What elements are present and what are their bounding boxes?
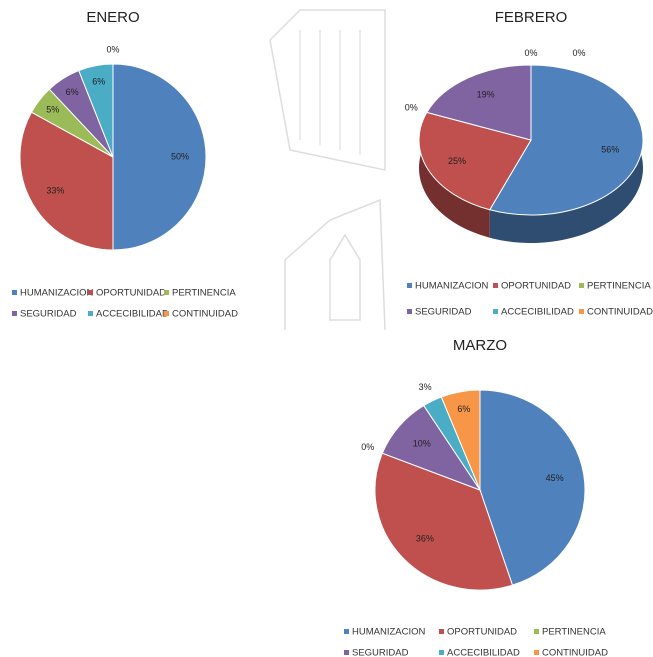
legend-label: SEGURIDAD (352, 648, 409, 657)
legend-swatch (344, 650, 349, 655)
legend-swatch (344, 629, 349, 634)
legend-label: OPORTUNIDAD (501, 281, 571, 292)
legend-swatch (493, 283, 498, 288)
legend-swatch (579, 283, 584, 288)
legend-swatch (164, 290, 169, 295)
legend-swatch (164, 311, 169, 316)
data-label: 50% (171, 151, 189, 161)
chart-title: ENERO (86, 9, 139, 26)
chart-title: MARZO (453, 337, 507, 354)
data-label: 25% (448, 156, 466, 166)
data-label: 3% (419, 382, 432, 392)
page: ENERO50%33%5%6%6%0%HUMANIZACIONOPORTUNID… (0, 0, 653, 657)
pie-slice (113, 64, 206, 250)
legend-swatch (493, 309, 498, 314)
legend-swatch (439, 650, 444, 655)
data-label: 6% (66, 87, 79, 97)
data-label: 0% (106, 44, 119, 54)
legend-label: OPORTUNIDAD (447, 627, 517, 638)
data-label: 45% (546, 473, 564, 483)
watermark (270, 10, 385, 330)
data-label: 36% (416, 534, 434, 544)
legend-label: OPORTUNIDAD (96, 288, 166, 299)
legend-swatch (407, 309, 412, 314)
legend-swatch (534, 650, 539, 655)
legend-label: HUMANIZACION (352, 627, 426, 638)
data-label: 19% (477, 90, 495, 100)
legend-label: SEGURIDAD (20, 309, 77, 320)
legend-swatch (88, 311, 93, 316)
legend-swatch (439, 629, 444, 634)
legend-swatch (12, 311, 17, 316)
legend-label: PERTINENCIA (587, 281, 651, 292)
legend-label: CONTINUIDAD (587, 307, 653, 318)
data-label: 0% (405, 103, 418, 113)
legend-label: ACCECIBILIDAD (501, 307, 574, 318)
legend-label: HUMANIZACION (415, 281, 489, 292)
legend-label: HUMANIZACION (20, 288, 94, 299)
data-label: 56% (601, 144, 619, 154)
legend-swatch (534, 629, 539, 634)
legend-label: ACCECIBILIDAD (96, 309, 169, 320)
legend-label: SEGURIDAD (415, 307, 472, 318)
data-label: 10% (413, 438, 431, 448)
data-label: 6% (92, 76, 105, 86)
legend-swatch (88, 290, 93, 295)
legend-label: PERTINENCIA (172, 288, 236, 299)
legend-swatch (407, 283, 412, 288)
legend-swatch (12, 290, 17, 295)
data-label: 0% (361, 442, 374, 452)
legend-label: PERTINENCIA (542, 627, 606, 638)
data-label: 0% (524, 48, 537, 58)
legend-label: CONTINUIDAD (542, 648, 608, 657)
legend-swatch (579, 309, 584, 314)
data-label: 6% (457, 404, 470, 414)
legend-label: CONTINUIDAD (172, 309, 238, 320)
chart-title: FEBRERO (495, 9, 568, 26)
data-label: 5% (46, 105, 59, 115)
data-label: 33% (46, 185, 64, 195)
legend-label: ACCECIBILIDAD (447, 648, 520, 657)
data-label: 0% (572, 48, 585, 58)
